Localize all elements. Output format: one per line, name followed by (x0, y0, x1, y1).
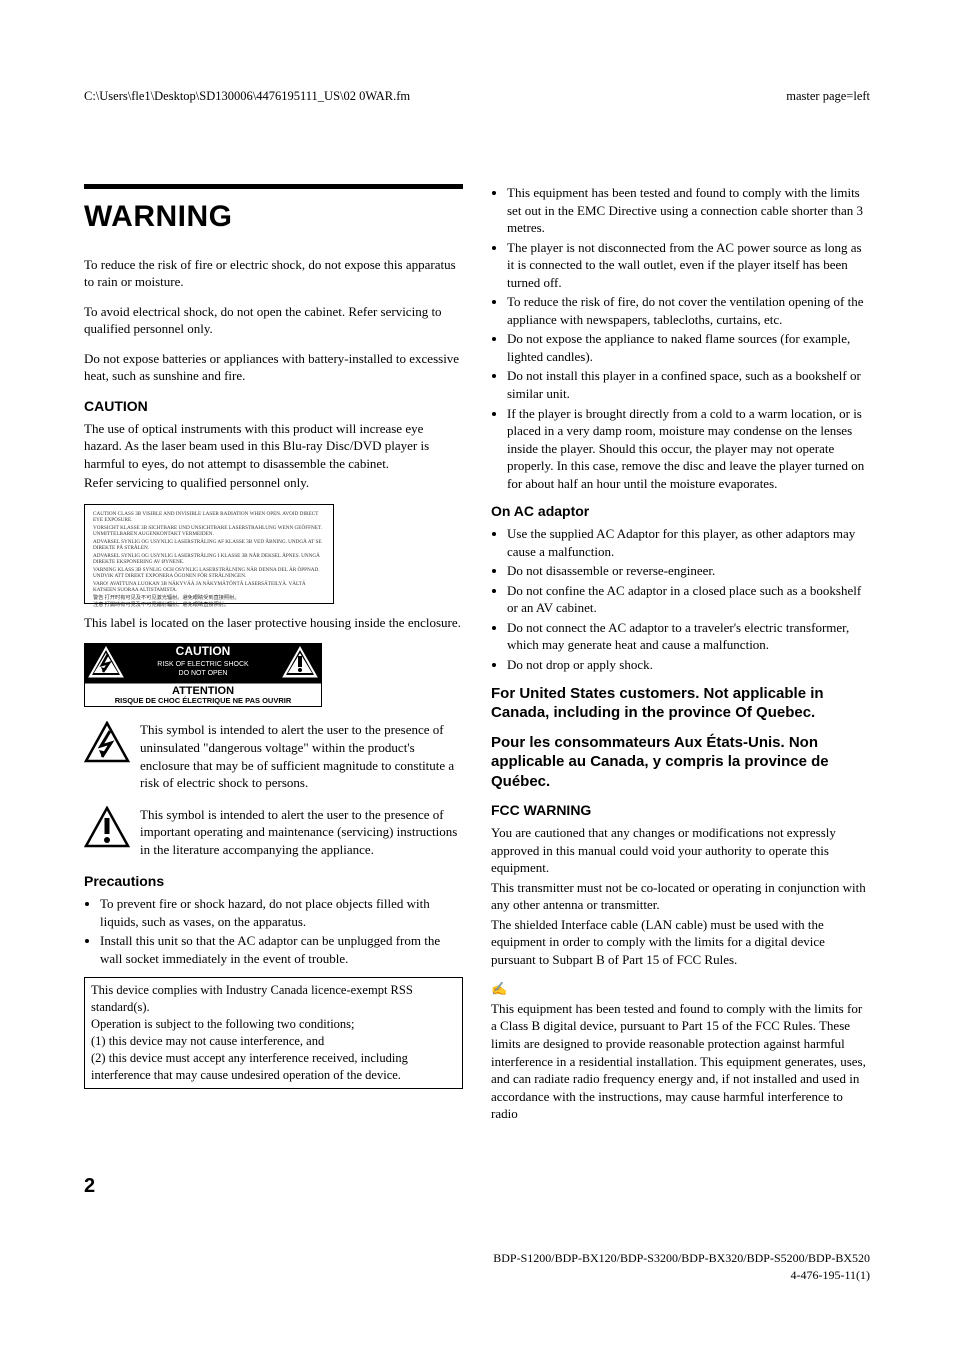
caution-heading: CAUTION (84, 397, 463, 416)
exclamation-triangle-icon (84, 806, 130, 853)
laser-line: VARNING KLASS 3B SYNLIG OCH OSYNLIG LASE… (93, 567, 325, 580)
footer-models: BDP-S1200/BDP-BX120/BDP-S3200/BDP-BX320/… (493, 1250, 870, 1267)
warning-rule (84, 184, 463, 189)
warning-paragraph: To avoid electrical shock, do not open t… (84, 303, 463, 338)
voltage-symbol-text: This symbol is intended to alert the use… (140, 721, 463, 791)
page-header: C:\Users\fle1\Desktop\SD130006\447619511… (84, 88, 870, 105)
symbol-explain-manual: This symbol is intended to alert the use… (84, 806, 463, 859)
list-item: Do not install this player in a confined… (507, 367, 870, 402)
symbol-explain-voltage: This symbol is intended to alert the use… (84, 721, 463, 791)
list-item: Do not disassemble or reverse-engineer. (507, 562, 870, 580)
list-item: Do not drop or apply shock. (507, 656, 870, 674)
list-item: Do not expose the appliance to naked fla… (507, 330, 870, 365)
left-column: WARNING To reduce the risk of fire or el… (84, 184, 463, 1135)
warning-paragraph: To reduce the risk of fire or electric s… (84, 256, 463, 291)
laser-warning-label: CAUTION CLASS 3B VISIBLE AND INVISIBLE L… (84, 504, 334, 604)
laser-line: CAUTION CLASS 3B VISIBLE AND INVISIBLE L… (93, 511, 325, 524)
content-columns: WARNING To reduce the risk of fire or el… (84, 184, 870, 1135)
header-master: master page=left (786, 88, 870, 105)
list-item: If the player is brought directly from a… (507, 405, 870, 493)
footer: BDP-S1200/BDP-BX120/BDP-S3200/BDP-BX320/… (493, 1250, 870, 1284)
laser-line: VARO! AVATTUNA LUOKAN 3B NÄKYVÄÄ JA NÄKY… (93, 581, 325, 594)
right-column: This equipment has been tested and found… (491, 184, 870, 1135)
ac-bullet-list: Use the supplied AC Adaptor for this pla… (491, 525, 870, 673)
caution-label-svg: CAUTION RISK OF ELECTRIC SHOCK DO NOT OP… (84, 643, 322, 707)
page-number: 2 (84, 1173, 95, 1200)
ac-adaptor-heading: On AC adaptor (491, 502, 870, 521)
svg-text:DO NOT OPEN: DO NOT OPEN (179, 670, 228, 677)
warning-heading: WARNING (84, 197, 463, 238)
fcc-paragraph: This equipment has been tested and found… (491, 1000, 870, 1123)
laser-line: 注意 打開時有可見及不可見鐳射輻射。避免眼睛直接照射。 (93, 602, 325, 609)
laser-line: VORSICHT KLASSE 3B SICHTBARE UND UNSICHT… (93, 525, 325, 538)
fcc-paragraph: You are cautioned that any changes or mo… (491, 824, 870, 877)
label-note: This label is located on the laser prote… (84, 614, 463, 632)
list-item: Do not confine the AC adaptor in a close… (507, 582, 870, 617)
fcc-warning-heading: FCC WARNING (491, 801, 870, 820)
list-item: Use the supplied AC Adaptor for this pla… (507, 525, 870, 560)
top-bullet-list: This equipment has been tested and found… (491, 184, 870, 492)
footer-doc: 4-476-195-11(1) (493, 1267, 870, 1284)
laser-line: ADVARSEL SYNLIG OG USYNLIG LASERSTRÅLING… (93, 553, 325, 566)
laser-line: 警告 打开时有可见及不可见激光辐射。避免眼睛受到直接照射。 (93, 595, 325, 602)
svg-text:RISK OF ELECTRIC SHOCK: RISK OF ELECTRIC SHOCK (157, 661, 249, 668)
caution-attention-label: CAUTION RISK OF ELECTRIC SHOCK DO NOT OP… (84, 643, 463, 707)
caution-body: The use of optical instruments with this… (84, 420, 463, 473)
precautions-list: To prevent fire or shock hazard, do not … (84, 895, 463, 967)
hint-icon: ✍ (491, 980, 870, 998)
warning-paragraph: Do not expose batteries or appliances wi… (84, 350, 463, 385)
laser-line: ADVARSEL SYNLIG OG USYNLIG LASERSTRÅLING… (93, 539, 325, 552)
list-item: Install this unit so that the AC adaptor… (100, 932, 463, 967)
fcc-paragraph: The shielded Interface cable (LAN cable)… (491, 916, 870, 969)
manual-symbol-text: This symbol is intended to alert the use… (140, 806, 463, 859)
us-customers-heading-en: For United States customers. Not applica… (491, 684, 870, 723)
fcc-paragraph: This transmitter must not be co-located … (491, 879, 870, 914)
svg-text:CAUTION: CAUTION (176, 644, 231, 658)
industry-canada-box: This device complies with Industry Canad… (84, 977, 463, 1088)
list-item: The player is not disconnected from the … (507, 239, 870, 292)
list-item: This equipment has been tested and found… (507, 184, 870, 237)
precautions-heading: Precautions (84, 872, 463, 891)
list-item: Do not connect the AC adaptor to a trave… (507, 619, 870, 654)
us-customers-heading-fr: Pour les consommateurs Aux États-Unis. N… (491, 733, 870, 792)
voltage-triangle-icon (84, 721, 130, 768)
caution-body2: Refer servicing to qualified personnel o… (84, 474, 463, 492)
svg-text:RISQUE DE CHOC ÉLECTRIQUE NE P: RISQUE DE CHOC ÉLECTRIQUE NE PAS OUVRIR (115, 696, 292, 705)
list-item: To prevent fire or shock hazard, do not … (100, 895, 463, 930)
list-item: To reduce the risk of fire, do not cover… (507, 293, 870, 328)
header-path: C:\Users\fle1\Desktop\SD130006\447619511… (84, 88, 410, 105)
